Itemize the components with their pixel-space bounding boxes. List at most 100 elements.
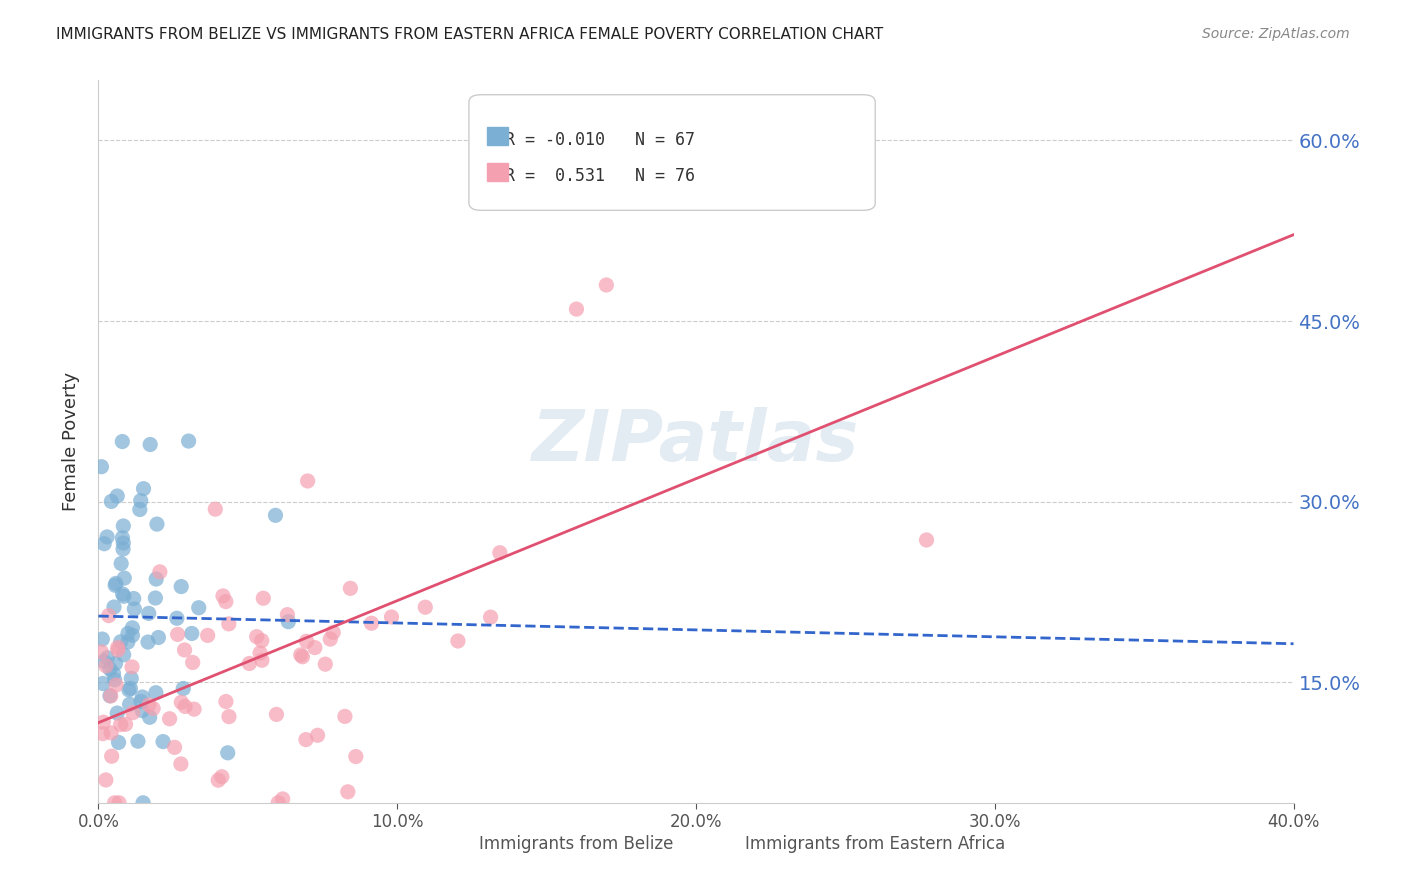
Immigrants from Belize xyxy=(145,591,167,605)
Immigrants from Eastern Africa xyxy=(94,772,117,787)
Immigrants from Eastern Africa xyxy=(250,653,273,667)
Immigrants from Belize xyxy=(180,626,202,640)
Immigrants from Belize xyxy=(120,672,142,686)
Immigrants from Eastern Africa xyxy=(215,594,238,608)
Immigrants from Eastern Africa xyxy=(121,660,143,674)
Immigrants from Eastern Africa xyxy=(266,707,288,722)
Immigrants from Eastern Africa xyxy=(107,640,129,655)
Immigrants from Eastern Africa xyxy=(166,627,188,641)
Immigrants from Belize xyxy=(138,710,160,724)
Immigrants from Belize xyxy=(177,434,200,448)
Immigrants from Belize xyxy=(127,734,149,748)
Immigrants from Belize xyxy=(145,572,167,586)
Text: Immigrants from Eastern Africa: Immigrants from Eastern Africa xyxy=(745,836,1005,854)
Immigrants from Eastern Africa xyxy=(204,502,226,516)
Immigrants from Belize xyxy=(112,648,135,662)
Immigrants from Belize xyxy=(93,537,115,551)
Immigrants from Belize xyxy=(112,589,135,603)
Immigrants from Belize xyxy=(139,437,162,451)
Immigrants from Belize xyxy=(118,698,141,712)
Text: R =  0.531   N = 76: R = 0.531 N = 76 xyxy=(505,167,695,185)
Immigrants from Eastern Africa xyxy=(295,732,318,747)
Immigrants from Eastern Africa xyxy=(250,633,273,648)
Immigrants from Belize xyxy=(90,459,112,474)
Immigrants from Eastern Africa xyxy=(138,698,160,712)
Immigrants from Belize xyxy=(121,628,143,642)
Immigrants from Eastern Africa xyxy=(181,656,204,670)
Immigrants from Eastern Africa xyxy=(291,649,314,664)
Immigrants from Eastern Africa xyxy=(212,589,235,603)
Immigrants from Belize xyxy=(96,650,118,665)
Immigrants from Belize xyxy=(172,681,194,696)
Immigrants from Eastern Africa xyxy=(97,608,120,623)
Immigrants from Belize xyxy=(112,536,135,550)
Immigrants from Eastern Africa xyxy=(100,749,122,764)
Immigrants from Belize xyxy=(112,519,135,533)
Immigrants from Belize xyxy=(104,576,127,591)
Immigrants from Belize xyxy=(98,662,121,676)
Immigrants from Eastern Africa xyxy=(142,701,165,715)
Immigrants from Belize xyxy=(129,493,152,508)
Immigrants from Eastern Africa xyxy=(447,634,470,648)
Immigrants from Belize xyxy=(217,746,239,760)
Immigrants from Eastern Africa xyxy=(246,630,269,644)
Immigrants from Eastern Africa xyxy=(110,717,132,731)
Immigrants from Belize xyxy=(277,615,299,629)
Immigrants from Eastern Africa xyxy=(170,756,193,771)
Immigrants from Eastern Africa xyxy=(218,709,240,723)
Immigrants from Eastern Africa xyxy=(104,796,127,810)
Immigrants from Eastern Africa xyxy=(107,643,129,657)
Immigrants from Eastern Africa xyxy=(380,610,402,624)
Immigrants from Eastern Africa xyxy=(249,646,271,660)
Immigrants from Eastern Africa xyxy=(271,792,294,806)
Immigrants from Eastern Africa xyxy=(304,640,326,655)
Immigrants from Belize xyxy=(103,600,125,615)
Immigrants from Eastern Africa xyxy=(267,796,290,810)
Immigrants from Eastern Africa xyxy=(360,616,382,631)
Immigrants from Eastern Africa xyxy=(105,678,128,692)
Immigrants from Eastern Africa xyxy=(307,728,329,742)
Immigrants from Belize xyxy=(98,689,121,703)
Immigrants from Eastern Africa xyxy=(163,740,186,755)
Immigrants from Belize xyxy=(107,735,129,749)
Circle shape xyxy=(454,838,484,855)
Immigrants from Eastern Africa xyxy=(94,658,117,673)
Immigrants from Belize xyxy=(110,634,132,648)
Immigrants from Belize xyxy=(124,602,146,616)
Text: Source: ZipAtlas.com: Source: ZipAtlas.com xyxy=(1202,27,1350,41)
Immigrants from Belize xyxy=(120,681,142,696)
Immigrants from Belize xyxy=(121,621,143,635)
Immigrants from Belize xyxy=(138,607,160,621)
Immigrants from Eastern Africa xyxy=(238,657,260,671)
Immigrants from Eastern Africa xyxy=(100,689,122,703)
Immigrants from Eastern Africa xyxy=(297,474,319,488)
Immigrants from Eastern Africa xyxy=(159,712,181,726)
Immigrants from Belize xyxy=(128,502,150,516)
Immigrants from Eastern Africa xyxy=(114,717,136,731)
Immigrants from Eastern Africa xyxy=(252,591,274,606)
Immigrants from Eastern Africa xyxy=(91,715,114,730)
Immigrants from Eastern Africa xyxy=(333,709,356,723)
Immigrants from Belize xyxy=(152,734,174,748)
Bar xyxy=(486,128,509,145)
Immigrants from Eastern Africa xyxy=(211,770,233,784)
Immigrants from Belize xyxy=(100,494,122,508)
Immigrants from Belize xyxy=(122,591,145,606)
Immigrants from Eastern Africa xyxy=(215,694,238,708)
Immigrants from Eastern Africa xyxy=(197,628,219,642)
Immigrants from Eastern Africa xyxy=(314,657,336,672)
Immigrants from Eastern Africa xyxy=(170,695,193,709)
Immigrants from Belize xyxy=(146,517,169,532)
Immigrants from Belize xyxy=(103,666,125,681)
Immigrants from Belize xyxy=(131,690,153,704)
Immigrants from Eastern Africa xyxy=(344,749,367,764)
Immigrants from Belize xyxy=(170,580,193,594)
Immigrants from Eastern Africa xyxy=(218,616,240,631)
Immigrants from Belize xyxy=(111,434,134,449)
Immigrants from Eastern Africa xyxy=(915,533,938,547)
Immigrants from Eastern Africa xyxy=(173,643,195,657)
Immigrants from Belize xyxy=(132,796,155,810)
Immigrants from Belize xyxy=(93,654,115,668)
Immigrants from Belize xyxy=(166,611,188,625)
Immigrants from Belize xyxy=(145,686,167,700)
